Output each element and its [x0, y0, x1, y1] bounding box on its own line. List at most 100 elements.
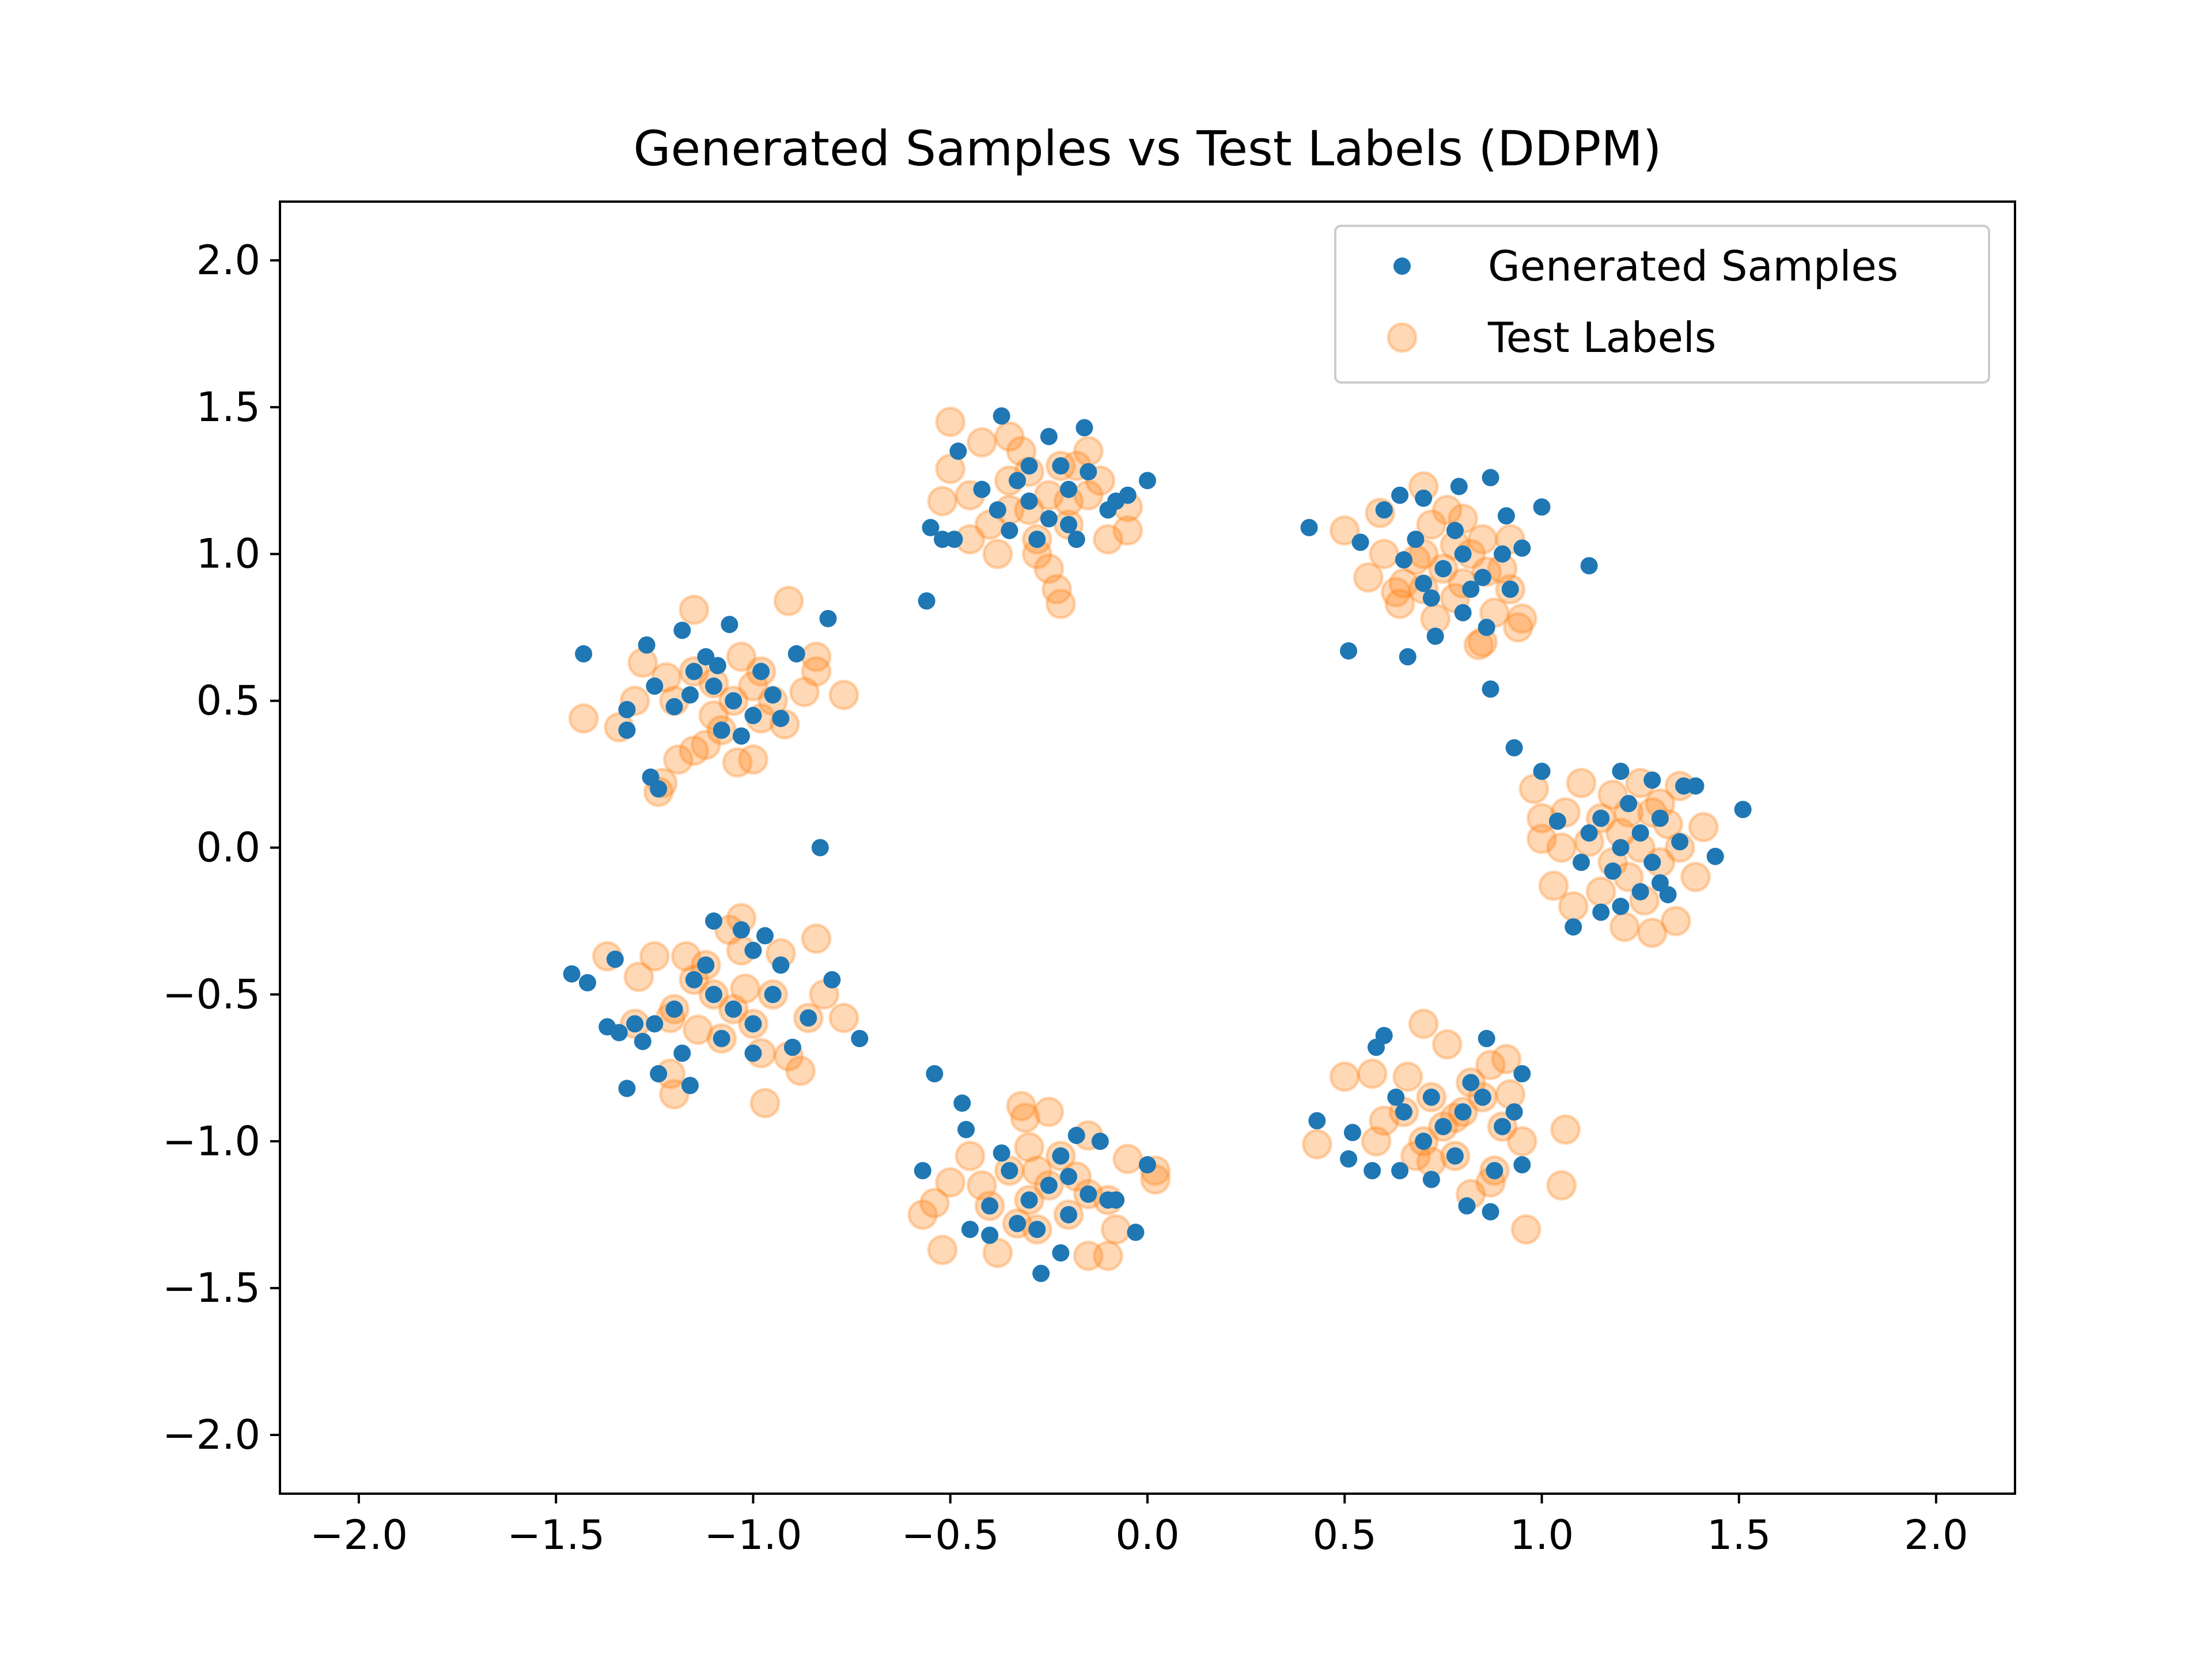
generated-sample-point: [1446, 1147, 1464, 1165]
generated-sample-point: [1032, 1264, 1050, 1282]
generated-sample-point: [610, 1024, 628, 1041]
generated-sample-point: [1060, 480, 1078, 498]
generated-sample-point: [650, 1065, 668, 1083]
test-label-point: [801, 656, 832, 687]
generated-sample-point: [1139, 472, 1156, 490]
generated-sample-point: [646, 1015, 664, 1033]
plot-area: [280, 202, 2015, 1494]
test-label-point: [1502, 612, 1533, 643]
generated-sample-point: [1340, 1150, 1358, 1168]
test-label-point: [955, 1141, 986, 1172]
x-tick-label: 1.5: [1707, 1512, 1771, 1559]
generated-sample-point: [1020, 457, 1038, 475]
x-tick-label: 2.0: [1904, 1512, 1968, 1559]
generated-sample-point: [926, 1065, 944, 1083]
generated-sample-point: [1399, 648, 1416, 666]
generated-sample-point: [1643, 771, 1661, 789]
legend-label-generated-samples: Generated Samples: [1488, 242, 1898, 290]
generated-sample-point: [1505, 739, 1523, 757]
generated-sample-point: [744, 707, 762, 725]
generated-sample-point: [953, 1094, 971, 1112]
test-label-point: [1112, 1143, 1143, 1175]
test-label-point: [1416, 509, 1447, 540]
test-label-point: [1506, 1126, 1537, 1157]
generated-sample-point: [1395, 551, 1412, 569]
test-label-point: [789, 676, 820, 707]
generated-sample-point: [1446, 521, 1464, 539]
generated-sample-point: [1462, 580, 1480, 598]
test-label-point: [1006, 1090, 1037, 1122]
generated-sample-point: [673, 1044, 691, 1062]
test-label-point: [1467, 524, 1498, 555]
generated-samples-series: [563, 407, 1752, 1282]
legend-marker-generated-samples: [1393, 257, 1411, 275]
y-tick-label: −2.0: [162, 1411, 260, 1459]
generated-sample-point: [1513, 539, 1531, 557]
test-label-point: [1357, 1058, 1388, 1089]
generated-sample-point: [1482, 469, 1499, 487]
generated-sample-point: [1454, 604, 1472, 622]
generated-sample-point: [1020, 492, 1038, 510]
test-label-point: [982, 539, 1013, 570]
generated-sample-point: [800, 1009, 817, 1027]
generated-sample-point: [1675, 777, 1692, 795]
generated-sample-point: [772, 956, 790, 974]
generated-sample-point: [1505, 1103, 1523, 1121]
generated-sample-point: [1139, 1156, 1156, 1174]
generated-sample-point: [1052, 457, 1070, 475]
generated-sample-point: [1363, 1162, 1381, 1180]
generated-sample-point: [1395, 1103, 1412, 1121]
generated-sample-point: [1052, 1244, 1070, 1262]
generated-sample-point: [1482, 1203, 1499, 1221]
test-label-point: [1361, 1126, 1392, 1157]
test-label-point: [679, 735, 710, 766]
generated-sample-point: [1028, 531, 1046, 548]
generated-sample-point: [1067, 1127, 1085, 1145]
test-label-point: [730, 973, 761, 1004]
generated-sample-point: [713, 721, 730, 739]
generated-sample-point: [1422, 1088, 1440, 1106]
test-label-point: [828, 679, 859, 710]
x-tick-label: −1.5: [507, 1512, 605, 1559]
generated-sample-point: [1501, 580, 1519, 598]
test-label-point: [1510, 1214, 1541, 1245]
test-label-point: [726, 641, 757, 672]
generated-sample-point: [1651, 809, 1669, 827]
test-label-point: [994, 421, 1025, 452]
generated-sample-point: [851, 1029, 869, 1047]
generated-sample-point: [713, 1029, 730, 1047]
generated-sample-point: [1080, 1185, 1097, 1203]
generated-sample-point: [1009, 472, 1027, 490]
test-label-point: [1041, 574, 1073, 605]
generated-sample-point: [993, 1144, 1010, 1162]
generated-sample-point: [1415, 489, 1433, 507]
test-label-point: [966, 1170, 997, 1201]
generated-sample-point: [918, 592, 935, 610]
generated-sample-point: [638, 636, 656, 654]
generated-sample-point: [681, 1077, 699, 1094]
generated-sample-point: [606, 950, 624, 968]
generated-sample-point: [673, 622, 691, 639]
x-tick-label: 0.0: [1115, 1512, 1179, 1559]
test-label-point: [1010, 1102, 1041, 1133]
y-tick-label: 1.5: [196, 384, 260, 431]
generated-sample-point: [752, 662, 770, 680]
generated-sample-point: [1706, 847, 1724, 865]
generated-sample-point: [1009, 1215, 1027, 1233]
generated-sample-point: [934, 531, 952, 548]
generated-sample-point: [1119, 486, 1137, 504]
test-label-point: [1033, 553, 1065, 584]
test-label-point: [722, 747, 753, 778]
test-label-point: [1073, 435, 1104, 467]
test-label-point: [1688, 812, 1719, 843]
test-label-point: [568, 703, 599, 734]
generated-sample-point: [1001, 521, 1018, 539]
test-label-point: [1329, 515, 1360, 546]
test-label-point: [1384, 588, 1415, 619]
generated-sample-point: [665, 1000, 683, 1018]
test-label-point: [1353, 562, 1384, 593]
generated-sample-point: [1434, 1118, 1452, 1135]
generated-sample-point: [1375, 501, 1393, 519]
test-label-point: [1369, 539, 1400, 570]
test-label-point: [1093, 1240, 1124, 1271]
